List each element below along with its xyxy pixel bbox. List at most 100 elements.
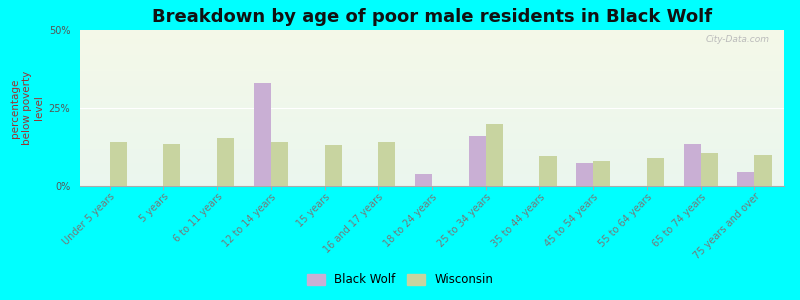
Bar [80, 68, 784, 69]
Bar [80, 50, 784, 52]
Bar [80, 95, 784, 97]
Bar [80, 85, 784, 86]
Bar [80, 146, 784, 147]
Bar [80, 86, 784, 88]
Bar [80, 30, 784, 31]
Bar [80, 77, 784, 78]
Bar [80, 44, 784, 46]
Bar [80, 103, 784, 105]
Bar [80, 41, 784, 43]
Bar [254, 83, 270, 186]
Bar [80, 167, 784, 169]
Bar [80, 111, 784, 113]
Bar [80, 55, 784, 56]
Bar [80, 64, 784, 66]
Bar [80, 91, 784, 92]
Bar [80, 72, 784, 74]
Bar [80, 83, 784, 85]
Bar [325, 146, 342, 186]
Bar [647, 158, 664, 186]
Bar [80, 117, 784, 119]
Bar [80, 127, 784, 128]
Bar [80, 102, 784, 103]
Bar [80, 181, 784, 183]
Bar [80, 121, 784, 122]
Bar [80, 74, 784, 75]
Legend: Black Wolf, Wisconsin: Black Wolf, Wisconsin [302, 269, 498, 291]
Bar [80, 160, 784, 161]
Bar [80, 164, 784, 166]
Bar [80, 52, 784, 53]
Bar [594, 161, 610, 186]
Bar [80, 35, 784, 36]
Bar [80, 155, 784, 156]
Bar [80, 33, 784, 35]
Text: City-Data.com: City-Data.com [706, 35, 770, 44]
Bar [80, 39, 784, 41]
Bar [80, 136, 784, 138]
Bar [80, 36, 784, 38]
Bar [80, 61, 784, 63]
Bar [683, 144, 701, 186]
Bar [110, 142, 126, 186]
Bar [80, 152, 784, 153]
Bar [80, 169, 784, 170]
Bar [80, 58, 784, 60]
Bar [701, 153, 718, 186]
Bar [80, 110, 784, 111]
Bar [80, 106, 784, 108]
Bar [80, 128, 784, 130]
Bar [80, 184, 784, 186]
Bar [80, 133, 784, 134]
Bar [80, 173, 784, 175]
Bar [80, 105, 784, 106]
Bar [80, 138, 784, 139]
Bar [80, 139, 784, 141]
Bar [486, 124, 503, 186]
Bar [80, 130, 784, 131]
Bar [80, 46, 784, 47]
Bar [738, 172, 754, 186]
Bar [80, 183, 784, 184]
Bar [80, 148, 784, 150]
Bar [80, 88, 784, 89]
Bar [80, 142, 784, 144]
Bar [80, 141, 784, 142]
Bar [80, 163, 784, 164]
Bar [80, 82, 784, 83]
Bar [80, 69, 784, 70]
Bar [80, 116, 784, 117]
Bar [80, 134, 784, 136]
Bar [80, 153, 784, 155]
Bar [80, 100, 784, 102]
Bar [80, 147, 784, 148]
Bar [80, 158, 784, 160]
Bar [378, 142, 395, 186]
Bar [80, 70, 784, 72]
Bar [80, 178, 784, 180]
Bar [80, 119, 784, 121]
Bar [80, 75, 784, 77]
Bar [80, 47, 784, 49]
Bar [80, 89, 784, 91]
Bar [80, 99, 784, 100]
Bar [80, 78, 784, 80]
Bar [80, 125, 784, 127]
Bar [80, 131, 784, 133]
Bar [80, 122, 784, 124]
Bar [80, 38, 784, 39]
Bar [80, 108, 784, 110]
Bar [80, 43, 784, 44]
Bar [80, 32, 784, 33]
Bar [80, 60, 784, 61]
Bar [80, 156, 784, 158]
Bar [80, 66, 784, 68]
Bar [80, 124, 784, 125]
Bar [80, 166, 784, 167]
Bar [80, 113, 784, 114]
Bar [163, 144, 181, 186]
Bar [80, 92, 784, 94]
Bar [80, 175, 784, 177]
Bar [80, 114, 784, 116]
Bar [80, 56, 784, 58]
